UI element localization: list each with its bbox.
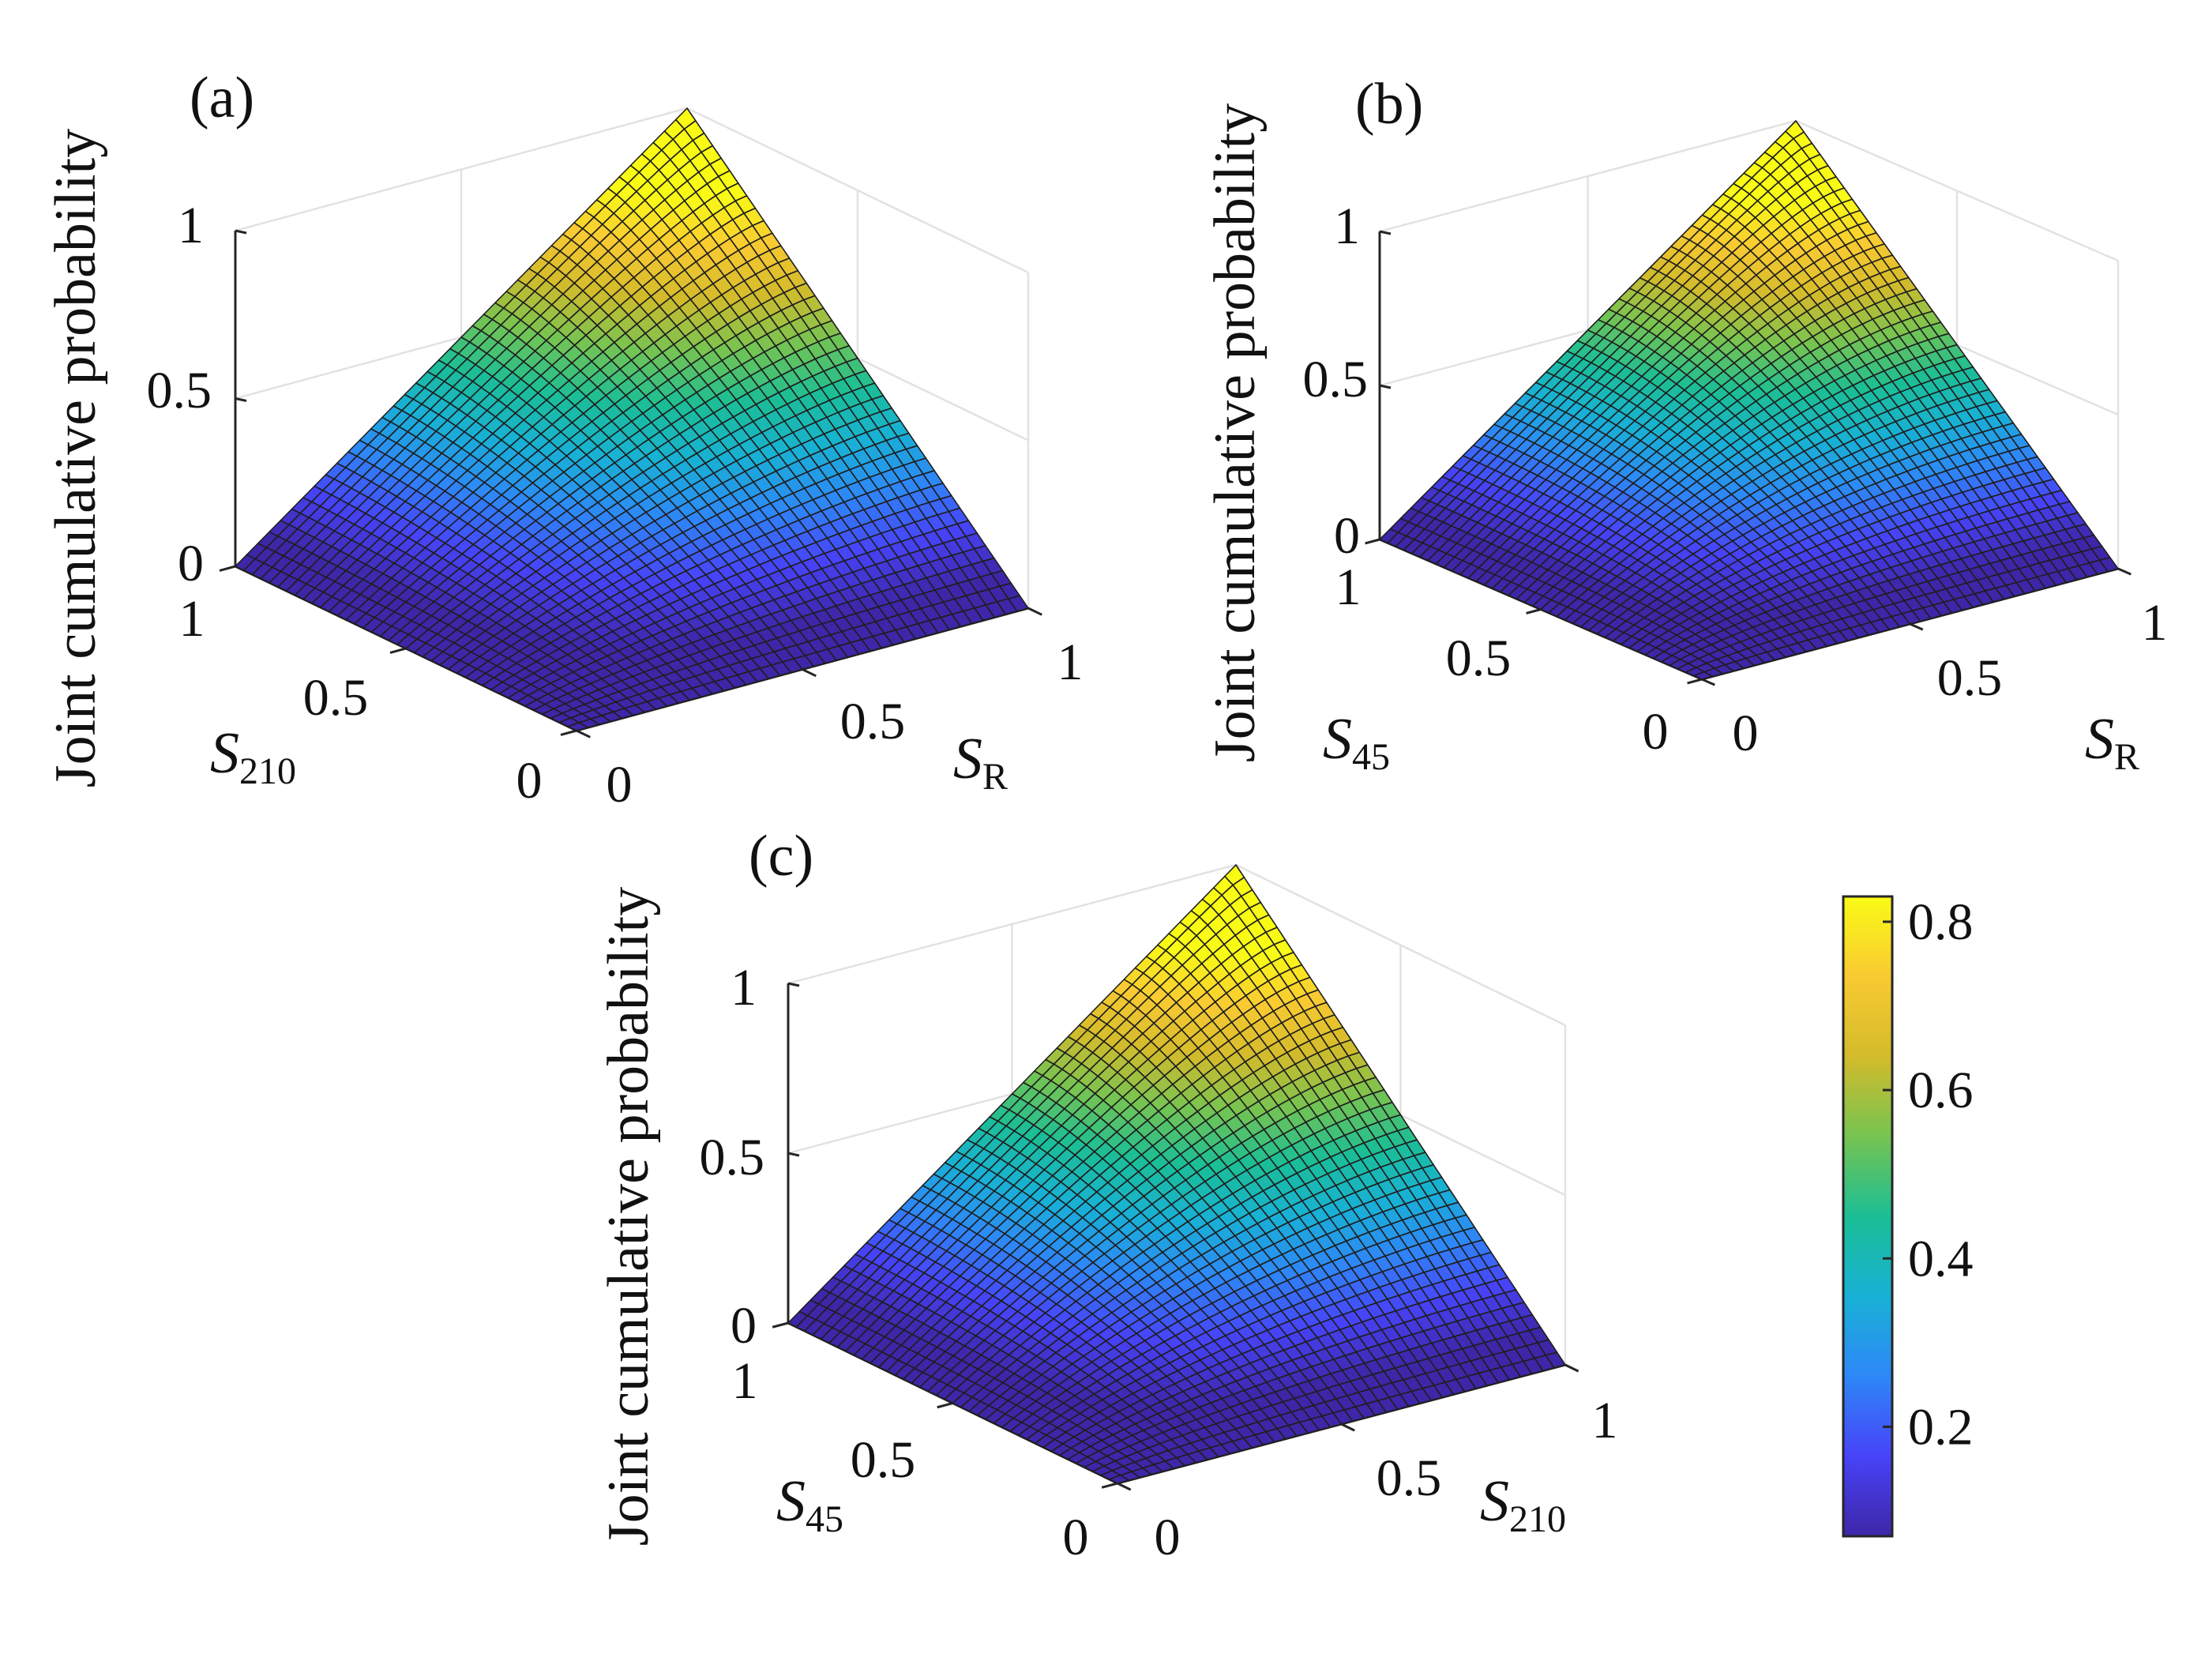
x-tick-mark — [1117, 1482, 1132, 1491]
panel-b: (b) Joint cumulative probability 1 0.5 0… — [1203, 72, 2168, 778]
panel-c-surface — [787, 864, 1566, 1484]
x-tick-mark — [576, 729, 591, 739]
panel-c-x-tick-05: 0.5 — [1377, 1449, 1442, 1507]
panel-b-surface — [1379, 120, 2119, 680]
panel-b-y-axis-label-sub: 45 — [1352, 736, 1390, 778]
panel-c-x-axis-label-sub: 210 — [1509, 1498, 1566, 1540]
y-tick-mark — [772, 1321, 789, 1329]
z-tick-mark — [235, 397, 247, 402]
panel-a-surface — [235, 107, 1029, 731]
y-tick-mark — [1365, 538, 1380, 545]
panel-b-z-axis-label: Joint cumulative probability — [1203, 103, 1268, 762]
panel-c-z-tick-0: 0 — [731, 1297, 757, 1355]
panel-a-y-tick-05: 0.5 — [303, 669, 369, 727]
y-tick-mark — [1687, 678, 1703, 685]
y-tick-mark — [937, 1402, 953, 1409]
panel-a-x-axis-label-sub: R — [982, 756, 1008, 798]
colorbar-tick-label: 0.6 — [1908, 1062, 1974, 1119]
panel-b-x-tick-05: 0.5 — [1937, 649, 2003, 707]
panel-b-y-axis-label: S45 — [1323, 707, 1390, 778]
panel-a-y-tick-0: 0 — [516, 752, 543, 810]
panel-b-x-axis-label-sub: R — [2114, 736, 2139, 778]
panel-a-x-tick-05: 0.5 — [840, 693, 906, 750]
panel-a-label: (a) — [190, 66, 254, 130]
panel-c-z-tick-05: 0.5 — [700, 1129, 765, 1186]
panel-a-z-tick-05: 0.5 — [147, 362, 212, 419]
panel-a: (a) Joint cumulative probability 1 0.5 0… — [43, 66, 1084, 814]
panel-c-label: (c) — [749, 824, 813, 889]
panel-a-z-tick-0: 0 — [178, 535, 204, 592]
panel-c-z-axis-label: Joint cumulative probability — [596, 887, 661, 1546]
panel-c-x-axis-label: S210 — [1480, 1469, 1566, 1540]
z-tick-mark — [235, 229, 247, 235]
panel-c-x-axis-label-base: S — [1480, 1469, 1509, 1534]
panel-c: (c) Joint cumulative probability 1 0.5 0… — [596, 824, 1618, 1566]
y-tick-mark — [389, 647, 407, 654]
panel-b-label: (b) — [1355, 72, 1423, 137]
x-tick-mark — [802, 668, 817, 678]
panel-c-y-axis-label-base: S — [776, 1469, 806, 1534]
panel-a-x-axis-label: SR — [953, 727, 1008, 798]
panel-a-y-axis-label-base: S — [210, 721, 239, 786]
panel-a-z-tick-1: 1 — [178, 197, 204, 254]
z-tick-mark — [1379, 230, 1392, 235]
panel-b-y-tick-0: 0 — [1643, 703, 1669, 761]
panel-c-y-tick-0: 0 — [1063, 1509, 1089, 1566]
panel-a-y-tick-1: 1 — [179, 590, 205, 648]
panel-c-y-tick-05: 0.5 — [851, 1431, 916, 1489]
x-tick-mark — [1909, 622, 1924, 631]
y-tick-mark — [219, 565, 236, 572]
colorbar-tick-label: 0.2 — [1908, 1398, 1974, 1456]
panel-b-z-tick-1: 1 — [1334, 197, 1360, 255]
panel-a-y-axis-label-sub: 210 — [239, 750, 296, 792]
z-tick-mark — [1379, 384, 1392, 389]
panel-c-x-tick-1: 1 — [1592, 1392, 1618, 1449]
panel-b-x-tick-0: 0 — [1733, 705, 1759, 762]
panel-b-y-axis-label-base: S — [1323, 707, 1352, 772]
z-tick-mark — [787, 1152, 800, 1157]
colorbar-tick-label: 0.8 — [1908, 893, 1974, 951]
y-tick-mark — [1101, 1482, 1118, 1489]
panel-b-y-tick-05: 0.5 — [1446, 630, 1512, 687]
panel-c-x-tick-0: 0 — [1155, 1509, 1181, 1566]
x-tick-mark — [1701, 678, 1715, 686]
colorbar-tick-label: 0.4 — [1908, 1230, 1974, 1287]
colorbar-gradient — [1842, 895, 1894, 1538]
panel-b-x-axis-label: SR — [2085, 707, 2139, 778]
panel-a-y-axis-label: S210 — [210, 721, 296, 792]
x-tick-mark — [2117, 567, 2132, 576]
panel-b-z-tick-0: 0 — [1334, 507, 1360, 565]
panel-a-x-tick-1: 1 — [1057, 633, 1084, 691]
x-tick-mark — [1340, 1423, 1355, 1432]
x-tick-mark — [1027, 607, 1042, 616]
panel-a-x-tick-0: 0 — [607, 756, 633, 814]
z-tick-mark — [787, 982, 800, 987]
y-tick-mark — [1526, 608, 1542, 614]
panel-b-z-tick-05: 0.5 — [1303, 351, 1369, 408]
panel-a-z-axis-label: Joint cumulative probability — [43, 129, 108, 787]
panel-b-y-tick-1: 1 — [1335, 558, 1362, 616]
panel-c-y-axis-label-sub: 45 — [806, 1498, 843, 1540]
panel-c-z-tick-1: 1 — [731, 959, 757, 1017]
panel-b-x-tick-1: 1 — [2142, 594, 2168, 652]
colorbar-ticks: 0.2 0.4 0.6 0.8 — [1883, 893, 1974, 1456]
panel-a-x-axis-label-base: S — [953, 727, 982, 791]
panel-c-y-axis-label: S45 — [776, 1469, 843, 1540]
panel-c-y-tick-1: 1 — [732, 1352, 758, 1410]
y-tick-mark — [560, 729, 577, 736]
colorbar: 0.2 0.4 0.6 0.8 — [1842, 893, 1974, 1538]
x-tick-mark — [1564, 1363, 1579, 1373]
panel-b-x-axis-label-base: S — [2085, 707, 2114, 772]
surface-cell-0-0 — [567, 722, 589, 731]
